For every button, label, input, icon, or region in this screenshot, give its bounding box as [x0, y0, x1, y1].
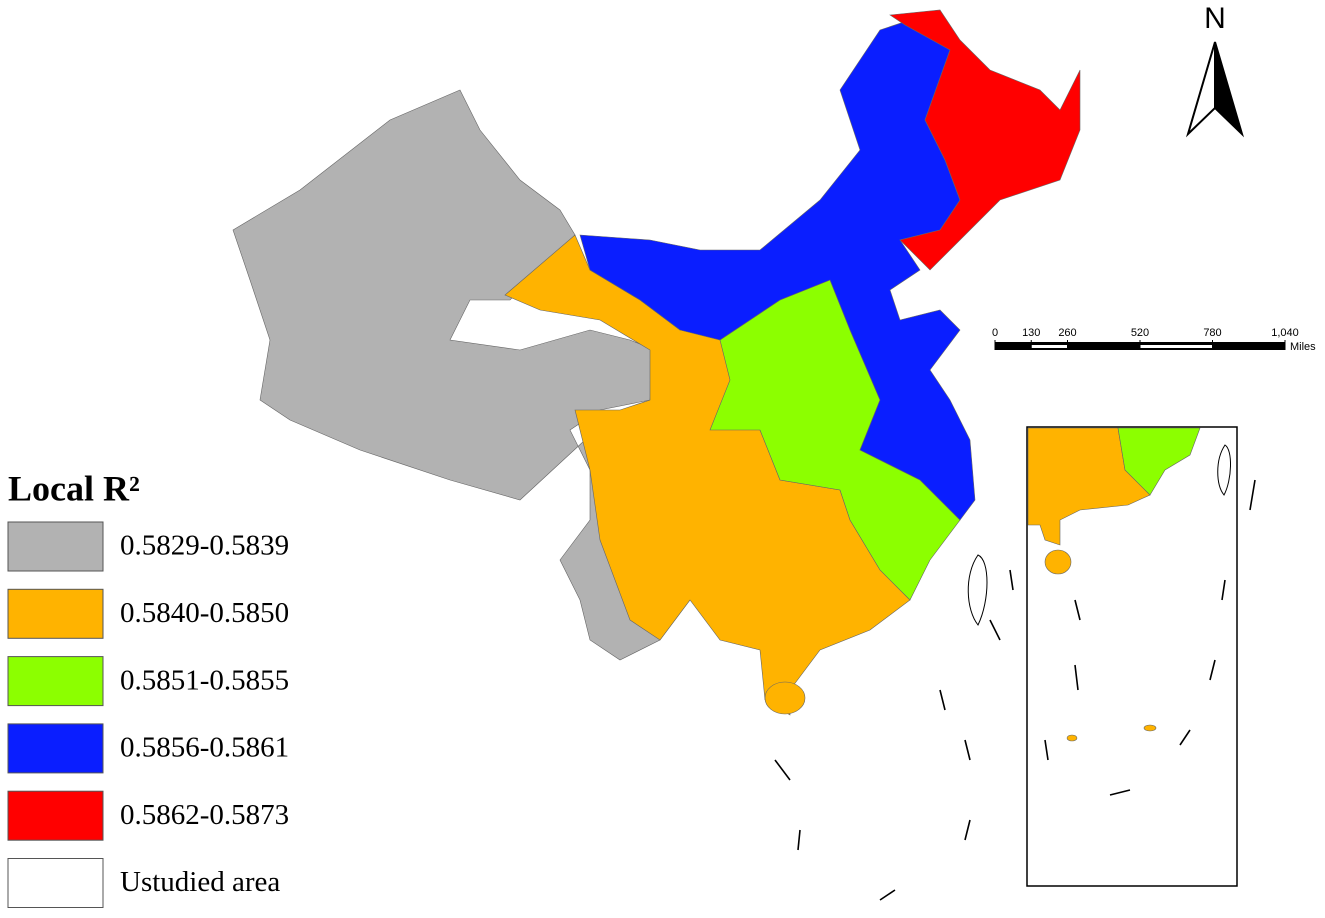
region [1143, 724, 1157, 732]
region [1117, 427, 1201, 496]
region [1044, 549, 1072, 575]
region [232, 89, 691, 661]
legend-title: Local R² [8, 468, 140, 508]
legend-swatch [7, 723, 104, 774]
scale-bar-segment [1140, 345, 1213, 348]
scale-label: 780 [1203, 327, 1221, 339]
legend-label: Ustudied area [120, 866, 280, 898]
region [889, 9, 1081, 271]
legend-swatch [7, 588, 104, 639]
north-label: N [1204, 2, 1226, 35]
legend-swatch [7, 521, 104, 572]
island [764, 681, 806, 715]
legend-swatch [7, 858, 104, 908]
legend-label: 0.5856-0.5861 [120, 732, 289, 764]
legend-label: 0.5829-0.5839 [120, 530, 289, 562]
island [967, 554, 988, 626]
scale-label: 0 [992, 327, 998, 339]
legend-label: 0.5862-0.5873 [120, 799, 289, 831]
boundary-dash [774, 569, 1014, 901]
scale-bar: 0 130 260 520 780 1,040 Miles [992, 327, 1316, 353]
legend: Local R² 0.5829-0.5839 0.5840-0.5850 0.585… [7, 468, 289, 908]
main-map [232, 9, 1081, 901]
region [579, 19, 976, 521]
scale-label: 260 [1058, 327, 1076, 339]
inset-map [1026, 426, 1256, 887]
scale-bar-segment [1031, 345, 1068, 348]
legend-label: 0.5851-0.5855 [120, 664, 289, 696]
scale-label: 1,040 [1271, 327, 1299, 339]
legend-swatch [7, 790, 104, 841]
legend-swatch [7, 656, 104, 707]
scale-label: 520 [1131, 327, 1149, 339]
scale-unit: Miles [1290, 341, 1316, 353]
region [1066, 734, 1078, 742]
scale-label: 130 [1022, 327, 1040, 339]
north-arrow: N [1185, 2, 1245, 138]
legend-label: 0.5840-0.5850 [120, 597, 289, 629]
